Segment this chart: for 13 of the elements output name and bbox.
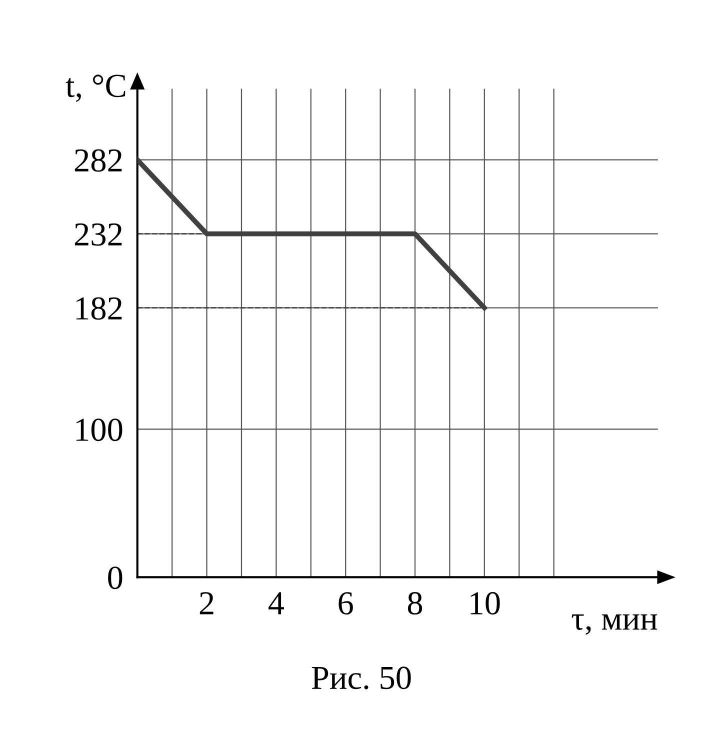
y-tick-label: 0 (108, 566, 122, 590)
x-axis-title: τ, мин (572, 614, 658, 635)
x-tick-label: 2 (200, 592, 214, 614)
x-tick-label: 4 (268, 592, 284, 614)
x-tick-label: 10 (470, 592, 500, 615)
y-tick-label: 100 (76, 418, 122, 442)
y-tick-label: 282 (74, 149, 122, 172)
y-tick-label: 232 (74, 223, 122, 246)
y-axis-title: t, °C (66, 74, 126, 102)
text: Рис. 50 (312, 666, 411, 690)
x-tick-label: 6 (338, 592, 353, 615)
y-tick-label: 182 (76, 297, 122, 320)
x-tick-label: 8 (408, 592, 422, 615)
